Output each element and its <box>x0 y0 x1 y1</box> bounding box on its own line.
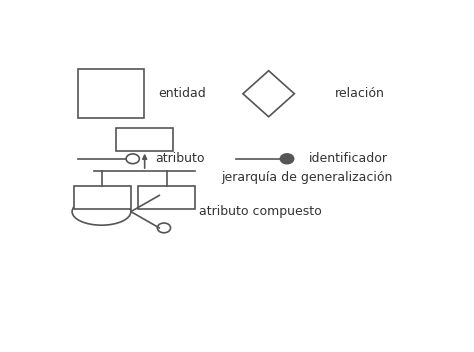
Ellipse shape <box>72 198 131 225</box>
Circle shape <box>157 223 171 233</box>
Circle shape <box>281 154 293 164</box>
Circle shape <box>157 190 171 200</box>
Text: atributo compuesto: atributo compuesto <box>199 205 321 218</box>
Text: entidad: entidad <box>158 87 206 100</box>
Text: relación: relación <box>335 87 384 100</box>
Polygon shape <box>243 71 294 117</box>
Circle shape <box>126 154 139 164</box>
Text: identificador: identificador <box>309 152 388 165</box>
Text: jerarquía de generalización: jerarquía de generalización <box>221 171 392 184</box>
Text: atributo: atributo <box>155 152 204 165</box>
Bar <box>138 186 195 209</box>
Bar <box>74 186 131 209</box>
Bar <box>116 128 173 151</box>
Bar <box>78 69 144 118</box>
